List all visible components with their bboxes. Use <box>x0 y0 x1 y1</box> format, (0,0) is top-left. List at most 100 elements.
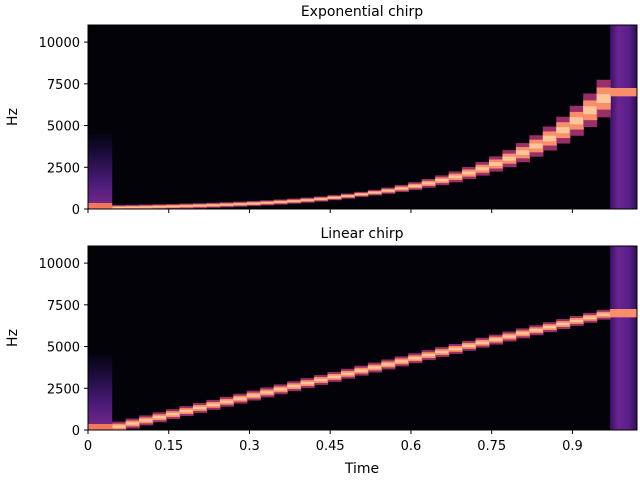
chirp-frame-core <box>314 378 329 382</box>
chirp-frame-core <box>475 167 490 171</box>
chirp-frame-core <box>408 185 423 187</box>
chirp-frame-core <box>408 357 423 360</box>
chirp-frame-core <box>300 199 315 201</box>
x-tick-label: 0.9 <box>562 439 583 454</box>
chirp-frame-core <box>394 360 409 363</box>
chirp-frame-core <box>448 175 463 179</box>
y-axis-label: Hz <box>5 108 21 126</box>
y-tick-label: 10000 <box>39 257 80 272</box>
chirp-frame-core <box>260 202 275 204</box>
chirp-frame-core <box>139 419 154 422</box>
panel-exponential: Exponential chirp Hz 0 2500 5000 7500 10000 <box>5 4 638 218</box>
x-tick-label: 0.75 <box>477 439 506 454</box>
axes-frame <box>87 24 638 210</box>
chirp-frame-core <box>287 385 302 388</box>
chart-title: Exponential chirp <box>301 4 423 20</box>
y-tick-label: 5000 <box>47 120 80 135</box>
chirp-frame-core <box>515 150 530 155</box>
chirp-frame-core <box>246 394 261 397</box>
chirp-frame-core <box>381 189 396 192</box>
chirp-frame-core <box>192 406 208 410</box>
chirp-frame-core <box>327 375 342 379</box>
axes: 0 2500 5000 7500 10000 0 0.15 0.3 0.45 0.6 0.75 0.9 <box>39 245 638 454</box>
chirp-frame-core <box>354 369 369 372</box>
chirp-frame-core <box>488 162 504 166</box>
chirp-frame-core <box>340 372 356 375</box>
x-tick-label: 0.6 <box>401 439 422 454</box>
chirp-frame-core <box>556 126 571 134</box>
y-tick-label: 2500 <box>47 382 80 397</box>
chirp-frame-core <box>152 206 167 208</box>
chirp-frame-core <box>569 117 584 125</box>
chirp-frame-core <box>327 197 342 199</box>
chirp-frame-core <box>448 347 463 351</box>
chirp-frame-core <box>300 381 315 385</box>
x-tick-label: 0 <box>84 439 92 454</box>
y-tick-label: 5000 <box>47 341 80 356</box>
chirp-frame-core <box>583 106 598 115</box>
chirp-frame-core <box>421 353 436 357</box>
y-tick-label: 0 <box>72 424 80 439</box>
chirp-frame-core <box>219 400 234 403</box>
chirp-frame-core <box>542 325 557 329</box>
chirp-head <box>88 423 113 430</box>
x-axis-label: Time <box>344 461 379 477</box>
chirp-frame-core <box>435 350 450 354</box>
chart-title: Linear chirp <box>320 226 403 242</box>
chirp-frame-core <box>273 201 288 203</box>
offset-burst <box>610 246 637 430</box>
chirp-frame-core <box>152 416 167 419</box>
chirp-frame-core <box>515 332 530 335</box>
chirp-frame-core <box>529 143 544 149</box>
chirp-frame-core <box>166 413 181 416</box>
spectrogram-background <box>88 25 637 209</box>
chirp-frame-core <box>219 204 234 206</box>
chirp-tail <box>610 88 637 97</box>
chirp-frame-core <box>125 422 140 425</box>
axes: 0 2500 5000 7500 10000 <box>39 24 638 218</box>
chirp-frame-core <box>340 195 356 197</box>
chirp-frame-core <box>179 409 194 413</box>
offset-burst <box>610 25 637 209</box>
chirp-frame-core <box>462 344 477 347</box>
chirp-frame-core <box>287 200 302 202</box>
chirp-frame-core <box>556 322 571 326</box>
x-tick-label: 0.45 <box>316 439 345 454</box>
y-tick-label: 0 <box>72 203 80 218</box>
chirp-frame-core <box>475 341 490 344</box>
chirp-frame-core <box>596 313 611 316</box>
onset-burst <box>88 133 113 209</box>
chirp-frame-core <box>260 391 275 394</box>
x-tick-label: 0.15 <box>154 439 183 454</box>
chirp-frame-core <box>367 191 382 194</box>
chirp-frame-core <box>367 366 382 369</box>
spectrogram-plot <box>88 25 637 209</box>
chirp-frame-core <box>583 316 598 320</box>
chirp-frame-core <box>462 171 477 175</box>
chirp-frame-core <box>596 94 611 103</box>
chirp-head <box>88 202 113 209</box>
chirp-tail <box>610 309 637 318</box>
spectrogram-background <box>88 246 637 430</box>
axes-frame <box>87 245 638 431</box>
chirp-frame-core <box>569 319 584 323</box>
chirp-frame-core <box>233 397 248 400</box>
y-tick-label: 7500 <box>47 78 80 93</box>
chirp-frame-core <box>542 135 557 142</box>
chirp-frame-core <box>179 205 194 207</box>
chirp-frame-core <box>421 182 436 185</box>
chirp-frame-core <box>381 363 396 366</box>
chirp-frame-core <box>502 156 517 161</box>
y-tick-label: 7500 <box>47 299 80 314</box>
chirp-frame-core <box>273 388 288 391</box>
chirp-frame-core <box>206 403 221 407</box>
chirp-frame-core <box>435 179 450 182</box>
chirp-frame-core <box>206 204 221 206</box>
chirp-frame-core <box>112 206 127 209</box>
chirp-frame-core <box>246 202 261 205</box>
chirp-frame-core <box>112 425 127 428</box>
chirp-frame-core <box>394 187 409 190</box>
onset-burst <box>88 354 113 430</box>
